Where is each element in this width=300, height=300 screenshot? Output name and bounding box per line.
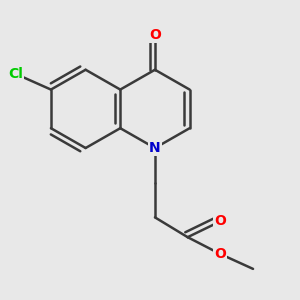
Text: O: O <box>214 247 226 261</box>
Text: N: N <box>149 141 161 155</box>
Text: Cl: Cl <box>8 67 23 81</box>
Text: O: O <box>149 28 161 42</box>
Text: O: O <box>214 214 226 228</box>
